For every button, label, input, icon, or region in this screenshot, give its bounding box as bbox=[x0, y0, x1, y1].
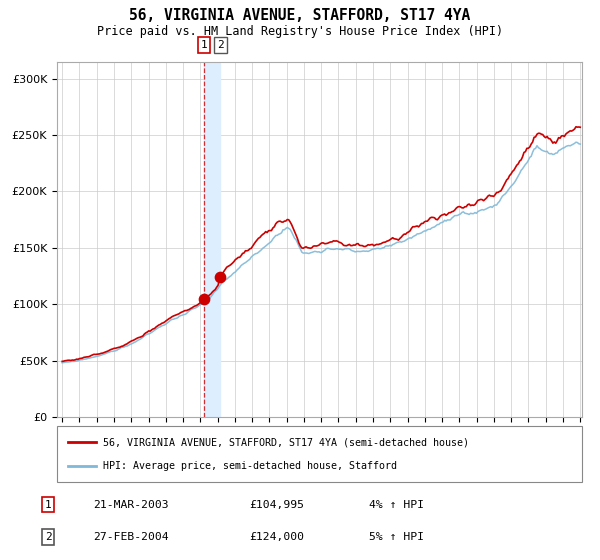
Text: £124,000: £124,000 bbox=[249, 532, 304, 542]
Text: 56, VIRGINIA AVENUE, STAFFORD, ST17 4YA: 56, VIRGINIA AVENUE, STAFFORD, ST17 4YA bbox=[130, 8, 470, 24]
Text: Price paid vs. HM Land Registry's House Price Index (HPI): Price paid vs. HM Land Registry's House … bbox=[97, 25, 503, 38]
Text: 27-FEB-2004: 27-FEB-2004 bbox=[93, 532, 169, 542]
Text: 1: 1 bbox=[44, 500, 52, 510]
Text: 56, VIRGINIA AVENUE, STAFFORD, ST17 4YA (semi-detached house): 56, VIRGINIA AVENUE, STAFFORD, ST17 4YA … bbox=[103, 437, 469, 447]
Point bbox=[199, 294, 209, 303]
Text: 4% ↑ HPI: 4% ↑ HPI bbox=[369, 500, 424, 510]
Text: HPI: Average price, semi-detached house, Stafford: HPI: Average price, semi-detached house,… bbox=[103, 461, 397, 471]
Text: 5% ↑ HPI: 5% ↑ HPI bbox=[369, 532, 424, 542]
Bar bbox=[204, 62, 220, 417]
Point bbox=[215, 273, 225, 282]
Text: 21-MAR-2003: 21-MAR-2003 bbox=[93, 500, 169, 510]
Text: 2: 2 bbox=[44, 532, 52, 542]
Text: £104,995: £104,995 bbox=[249, 500, 304, 510]
Text: 2: 2 bbox=[217, 40, 224, 50]
Text: 1: 1 bbox=[201, 40, 208, 50]
